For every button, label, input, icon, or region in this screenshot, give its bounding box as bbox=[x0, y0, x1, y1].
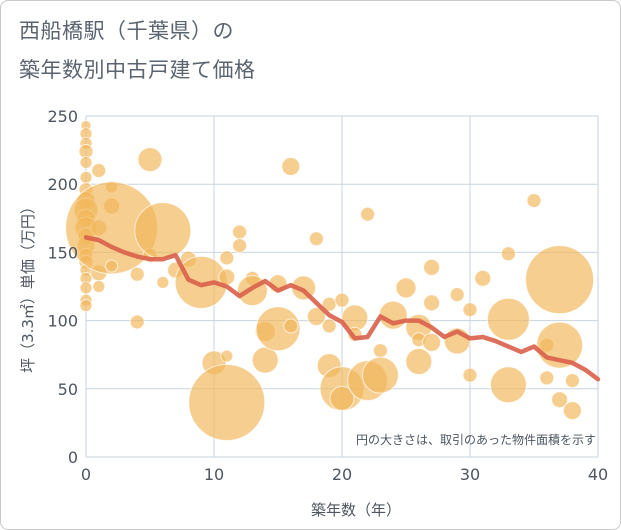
data-bubble bbox=[219, 250, 235, 266]
data-bubble bbox=[92, 280, 106, 293]
bubble-size-note: 円の大きさは、取引のあった物件面積を示す bbox=[356, 432, 596, 447]
data-bubble bbox=[281, 156, 301, 176]
y-tick-label: 200 bbox=[47, 175, 78, 194]
data-bubble bbox=[91, 163, 107, 179]
data-bubble bbox=[361, 356, 399, 394]
x-tick-label: 30 bbox=[460, 465, 480, 484]
x-tick-label: 20 bbox=[332, 465, 352, 484]
trend-line bbox=[83, 235, 601, 382]
data-bubble bbox=[423, 258, 441, 276]
data-bubble bbox=[422, 332, 442, 352]
data-bubble bbox=[220, 349, 234, 363]
data-bubble bbox=[79, 155, 93, 169]
data-bubble bbox=[372, 343, 388, 359]
data-bubble bbox=[562, 401, 582, 421]
data-bubble bbox=[306, 307, 326, 327]
data-bubble bbox=[474, 269, 492, 287]
data-bubble bbox=[321, 318, 337, 334]
data-bubble bbox=[539, 370, 555, 386]
data-bubble bbox=[137, 147, 163, 173]
data-bubble bbox=[79, 281, 93, 295]
data-bubble bbox=[489, 366, 527, 404]
data-bubble bbox=[105, 259, 119, 273]
data-bubble bbox=[462, 367, 478, 383]
data-bubble bbox=[129, 314, 145, 330]
y-tick-label: 250 bbox=[47, 107, 78, 126]
data-bubble bbox=[500, 246, 516, 262]
chart-title-line-1: 西船橋駅（千葉県）の bbox=[19, 19, 234, 43]
x-tick-label: 10 bbox=[204, 465, 224, 484]
data-bubble bbox=[308, 231, 324, 247]
data-bubble bbox=[423, 294, 441, 312]
data-bubble bbox=[129, 266, 145, 282]
data-bubble bbox=[564, 373, 580, 389]
data-bubble bbox=[462, 302, 478, 318]
data-bubble bbox=[525, 245, 595, 315]
data-bubble bbox=[79, 170, 93, 184]
bubbles bbox=[65, 120, 595, 441]
data-bubble bbox=[251, 346, 279, 374]
data-bubble bbox=[395, 277, 417, 299]
y-tick-label: 150 bbox=[47, 243, 78, 262]
x-axis-label: 築年数（年） bbox=[311, 501, 401, 519]
data-bubble bbox=[134, 202, 192, 260]
data-bubble bbox=[526, 193, 542, 209]
axis-ticks: 0 50 100 150 200 250 0 10 20 30 40 bbox=[47, 107, 608, 484]
data-bubble bbox=[329, 385, 355, 411]
x-tick-label: 40 bbox=[588, 465, 608, 484]
data-bubble bbox=[449, 287, 465, 303]
trend-line-group bbox=[83, 235, 601, 382]
y-tick-label: 0 bbox=[68, 448, 78, 467]
data-bubble bbox=[551, 391, 569, 409]
data-bubble bbox=[188, 363, 266, 441]
data-bubble bbox=[79, 299, 93, 313]
data-bubble bbox=[486, 297, 530, 341]
x-tick-label: 0 bbox=[81, 465, 91, 484]
chart-title-line-2: 築年数別中古戸建て価格 bbox=[19, 58, 256, 82]
data-bubble bbox=[360, 206, 376, 222]
data-bubble bbox=[156, 275, 170, 289]
data-bubble bbox=[283, 318, 299, 334]
data-bubble bbox=[334, 292, 350, 308]
y-tick-label: 50 bbox=[58, 380, 78, 399]
data-bubble bbox=[255, 306, 301, 352]
data-bubble bbox=[232, 238, 248, 254]
y-axis-label: 坪（3.3㎡）単価（万円） bbox=[19, 199, 37, 373]
data-bubble bbox=[232, 224, 248, 240]
y-tick-label: 100 bbox=[47, 312, 78, 331]
data-bubble bbox=[405, 348, 433, 376]
